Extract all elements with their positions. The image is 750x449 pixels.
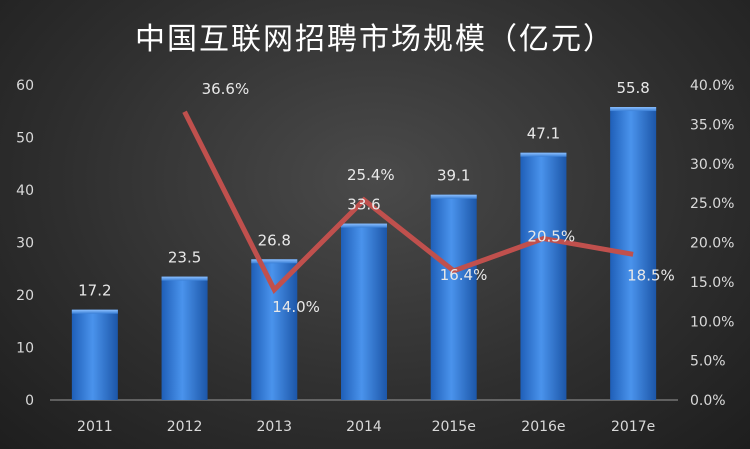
growth-rate-label: 20.5% xyxy=(527,228,575,246)
x-tick-label: 2012 xyxy=(167,419,203,435)
x-tick-label: 2013 xyxy=(256,419,292,435)
bar-top-highlight xyxy=(430,194,477,199)
x-tick-label: 2017e xyxy=(611,419,655,435)
right-tick-label: 5.0% xyxy=(690,354,726,370)
right-tick-label: 35.0% xyxy=(690,117,734,133)
left-tick-label: 10 xyxy=(16,341,34,357)
right-tick-label: 40.0% xyxy=(690,78,734,94)
bar xyxy=(430,194,477,400)
x-tick-label: 2014 xyxy=(346,419,382,435)
bar xyxy=(341,223,387,400)
right-tick-label: 0.0% xyxy=(690,393,726,409)
right-tick-label: 15.0% xyxy=(690,275,734,291)
bar-top-highlight xyxy=(251,259,298,264)
bar-value-label: 39.1 xyxy=(437,167,470,185)
bar-value-label: 47.1 xyxy=(527,125,560,143)
right-tick-label: 30.0% xyxy=(690,157,734,173)
bar xyxy=(251,259,298,400)
bar-series xyxy=(71,107,657,401)
data-labels: 17.2 23.5 26.8 33.6 39.1 47.1 55.8 36.6% 14.0% 25… xyxy=(78,79,675,316)
left-tick-label: 30 xyxy=(16,236,34,252)
bar-value-label: 26.8 xyxy=(258,231,291,249)
bar-top-highlight xyxy=(341,223,387,228)
right-axis: 0.0% 5.0% 10.0% 15.0% 20.0% 25.0% 30.0% 35.0% 40… xyxy=(690,78,734,409)
left-tick-label: 60 xyxy=(16,78,34,94)
growth-rate-label: 36.6% xyxy=(202,80,250,98)
growth-rate-label: 14.0% xyxy=(272,298,320,316)
growth-line xyxy=(182,110,634,294)
bar-value-label: 55.8 xyxy=(616,79,649,97)
bar-value-label: 23.5 xyxy=(168,249,201,267)
bar-top-highlight xyxy=(520,152,567,157)
left-tick-label: 50 xyxy=(16,131,34,147)
bar-top-highlight xyxy=(161,276,208,281)
bar-value-label: 17.2 xyxy=(78,282,111,300)
growth-rate-label: 18.5% xyxy=(627,266,675,284)
growth-rate-label: 25.4% xyxy=(347,166,395,184)
left-axis: 0 10 20 30 40 50 60 xyxy=(16,78,34,409)
bar-top-highlight xyxy=(71,309,118,314)
bar xyxy=(71,309,118,400)
bar-top-highlight xyxy=(610,107,657,112)
chart-title: 中国互联网招聘市场规模（亿元） xyxy=(135,22,615,57)
left-tick-label: 0 xyxy=(25,393,34,409)
right-tick-label: 25.0% xyxy=(690,196,734,212)
x-axis: 2011 2012 2013 2014 2015e 2016e 2017e xyxy=(50,399,678,435)
bar xyxy=(520,152,567,400)
right-tick-label: 10.0% xyxy=(690,314,734,330)
growth-rate-label: 16.4% xyxy=(440,266,488,284)
bar xyxy=(161,276,208,400)
left-tick-label: 40 xyxy=(16,183,34,199)
x-tick-label: 2011 xyxy=(77,419,113,435)
x-tick-label: 2015e xyxy=(432,419,476,435)
left-tick-label: 20 xyxy=(16,288,34,304)
growth-line-series xyxy=(182,110,634,294)
bar-value-label: 33.6 xyxy=(347,196,380,214)
right-tick-label: 20.0% xyxy=(690,236,734,252)
x-tick-label: 2016e xyxy=(521,419,565,435)
